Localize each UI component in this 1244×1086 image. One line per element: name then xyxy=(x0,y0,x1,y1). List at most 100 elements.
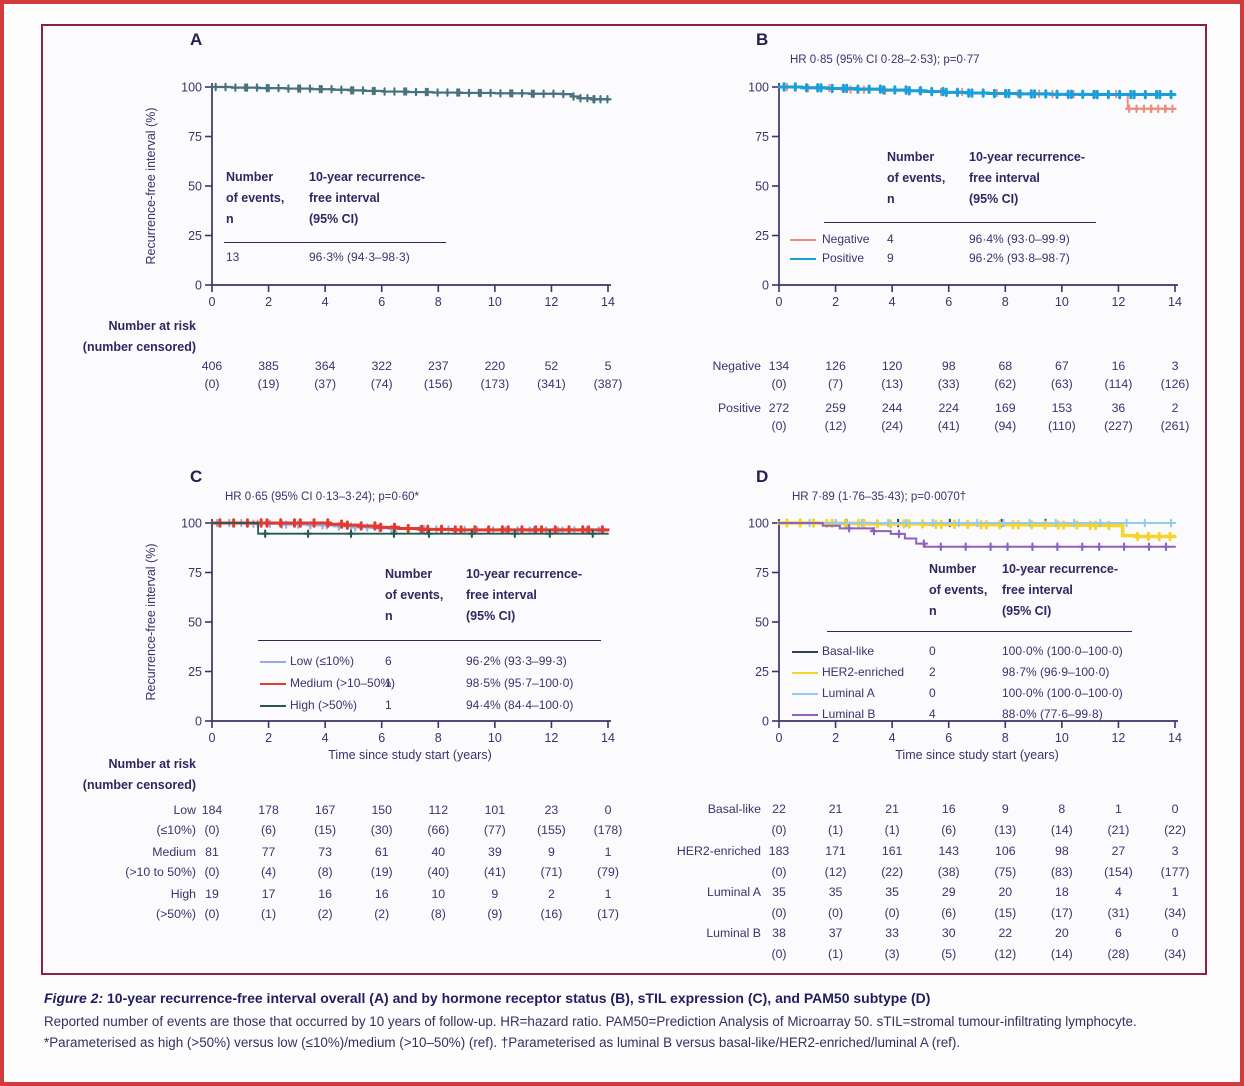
risk-count-cell: 27 xyxy=(1111,844,1126,858)
legend-line-low-10 xyxy=(260,661,286,663)
risk-censored-cell: (14) xyxy=(1050,947,1073,961)
risk-count-cell: 29 xyxy=(941,885,956,899)
risk-count-cell: 2 xyxy=(548,887,555,901)
caption-body: Reported number of events are those that… xyxy=(44,1014,1137,1050)
risk-count-cell: 3 xyxy=(1171,359,1179,373)
risk-count-cell: 178 xyxy=(258,803,279,817)
panel-b-stats-rule xyxy=(824,222,1096,223)
risk-censored-cell: (1) xyxy=(828,823,844,837)
risk-censored-cell: (6) xyxy=(941,823,957,837)
x-tick-label: 12 xyxy=(1111,731,1125,745)
risk-count-cell: 16 xyxy=(1111,359,1126,373)
risk-count-cell: 385 xyxy=(258,359,279,373)
risk-censored-cell: (75) xyxy=(994,865,1017,879)
legend-line-luminal-a xyxy=(792,693,818,695)
x-tick-label: 6 xyxy=(378,731,385,745)
x-tick-label: 14 xyxy=(601,295,615,309)
legend-line-high-50 xyxy=(260,705,286,707)
risk-count-cell: 22 xyxy=(998,926,1013,940)
risk-count-cell: 4 xyxy=(1115,885,1122,899)
x-tick-label: 10 xyxy=(1055,731,1069,745)
risk-count-cell: 17 xyxy=(261,887,276,901)
risk-count-cell: 16 xyxy=(318,887,332,901)
risk-row-label-luminal-a: Luminal A xyxy=(706,885,761,899)
risk-censored-cell: (341) xyxy=(537,377,566,391)
y-tick-label: 0 xyxy=(195,715,202,729)
risk-censored-cell: (227) xyxy=(1104,419,1133,433)
risk-count-cell: 1 xyxy=(1115,802,1122,816)
risk-count-cell: 21 xyxy=(828,802,843,816)
risk-count-cell: 30 xyxy=(941,926,956,940)
panel-a-events-header: Number of events, n xyxy=(226,170,285,226)
legend-label-low-10: Low (≤10%) xyxy=(290,654,354,668)
x-tick-label: 14 xyxy=(1168,731,1182,745)
risk-count-cell: 8 xyxy=(1058,802,1066,816)
risk-count-cell: 22 xyxy=(772,802,786,816)
panel-c-events-header: Number of events, n xyxy=(385,567,444,623)
figure-number-label: Figure 2: xyxy=(44,990,104,1006)
risk-count-cell: 5 xyxy=(604,359,612,373)
risk-censored-cell: (19) xyxy=(257,377,280,391)
y-tick-label: 100 xyxy=(748,517,769,531)
risk-censored-cell: (173) xyxy=(480,377,510,391)
panel-c-rfi-header: 10-year recurrence- free interval (95% C… xyxy=(466,567,583,623)
risk-censored-cell: (31) xyxy=(1107,906,1130,920)
risk-count-cell: 39 xyxy=(488,845,502,859)
risk-censored-cell: (8) xyxy=(430,907,446,921)
risk-censored-cell: (0) xyxy=(771,377,787,391)
risk-censored-cell: (155) xyxy=(537,823,566,837)
risk-censored-cell: (0) xyxy=(771,865,787,879)
panel-c-hr-annotation: HR 0·65 (95% CI 0·13–3·24); p=0·60* xyxy=(225,491,420,503)
panel-c-letter: C xyxy=(190,467,203,486)
risk-censored-cell: (0) xyxy=(828,906,844,920)
risk-censored-cell: (0) xyxy=(771,419,787,433)
panel-b-events-value-positive: 9 xyxy=(887,251,894,265)
risk-censored-cell: (5) xyxy=(941,947,957,961)
panel-b-chart: 0 25 50 75 100 0 2 4 6 8 10 12 14 xyxy=(748,81,1182,310)
risk-censored-cell: (15) xyxy=(314,823,337,837)
panel-b-letter: B xyxy=(756,30,769,49)
censor-marks-luminal-b xyxy=(844,524,1171,552)
risk-censored-cell: (17) xyxy=(1050,906,1073,920)
risk-censored-cell: (0) xyxy=(771,947,787,961)
risk-count-cell: 406 xyxy=(201,359,223,373)
risk-censored-cell: (21) xyxy=(1107,823,1130,837)
risk-count-cell: 0 xyxy=(1171,926,1179,940)
risk-censored-cell: (38) xyxy=(937,865,960,879)
risk-count-cell: 33 xyxy=(885,926,899,940)
censor-marks-medium-10-50 xyxy=(215,518,608,535)
legend-line-her2-enriched xyxy=(792,672,818,674)
y-tick-label: 75 xyxy=(188,566,202,580)
risk-count-cell: 272 xyxy=(768,401,790,415)
risk-count-cell: 126 xyxy=(825,359,846,373)
risk-count-cell: 2 xyxy=(1171,401,1179,415)
panel-d-rfi-value-her2-enriched: 98·7% (96·9–100·0) xyxy=(1002,665,1110,679)
x-tick-label: 4 xyxy=(322,295,329,309)
risk-count-cell: 169 xyxy=(995,401,1016,415)
risk-count-cell: 21 xyxy=(885,802,899,816)
y-tick-label: 0 xyxy=(195,279,202,293)
risk-row-label-positive: Positive xyxy=(717,401,761,415)
risk-count-cell: 120 xyxy=(881,359,903,373)
panel-c-rfi-value-medium-10-50: 98·5% (95·7–100·0) xyxy=(466,676,574,690)
risk-censored-cell: (178) xyxy=(593,823,623,837)
risk-censored-cell: (7) xyxy=(828,377,844,391)
risk-censored-cell: (13) xyxy=(994,823,1017,837)
figure-content: A Recurrence-free interval (%) 0 25 50 75 100 0… xyxy=(4,4,1240,1082)
risk-count-cell: 3 xyxy=(1171,844,1179,858)
x-tick-label: 12 xyxy=(544,731,558,745)
risk-row-label-her2-enriched: HER2-enriched xyxy=(676,844,761,858)
legend-line-positive xyxy=(790,258,816,260)
x-tick-label: 0 xyxy=(209,295,216,309)
risk-count-cell: 98 xyxy=(1055,844,1069,858)
panel-d-hr-annotation: HR 7·89 (1·76–35·43); p=0·0070† xyxy=(792,491,967,503)
risk-count-cell: 9 xyxy=(548,845,555,859)
legend-label-positive: Positive xyxy=(822,251,865,265)
y-tick-label: 75 xyxy=(188,130,202,144)
risk-censored-cell: (6) xyxy=(261,823,277,837)
risk-censored-cell: (24) xyxy=(881,419,904,433)
risk-count-cell: 68 xyxy=(998,359,1013,373)
censor-marks-overall xyxy=(211,82,612,104)
risk-count-cell: 244 xyxy=(881,401,903,415)
caption-title-text: 10-year recurrence-free interval overall… xyxy=(107,990,931,1006)
